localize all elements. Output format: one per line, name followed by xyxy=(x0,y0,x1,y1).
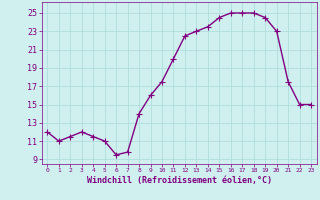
X-axis label: Windchill (Refroidissement éolien,°C): Windchill (Refroidissement éolien,°C) xyxy=(87,176,272,185)
